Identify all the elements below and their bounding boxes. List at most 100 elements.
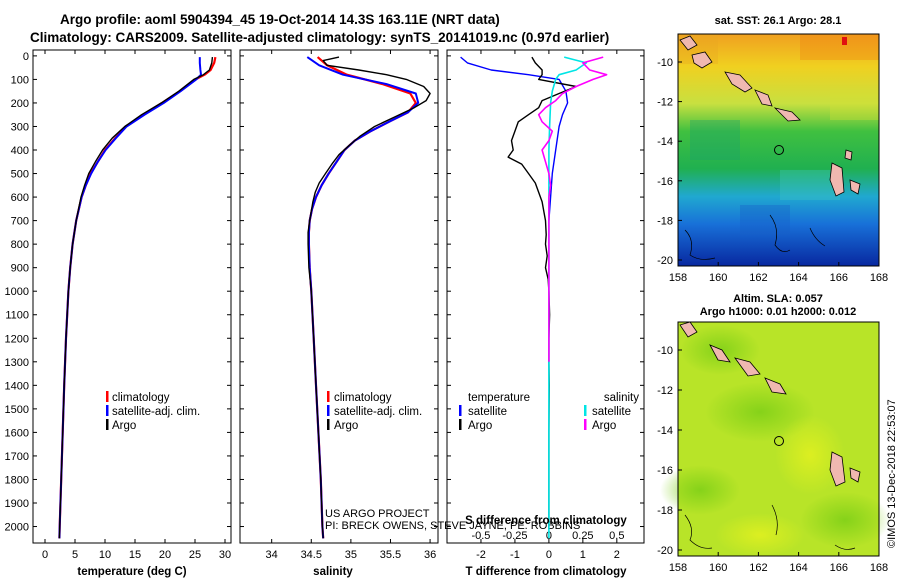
lon-tick-label: 166 [830, 562, 848, 574]
pressure-tick-label: 700 [11, 216, 29, 228]
sla-low [660, 465, 740, 515]
sla-map-title-2: Argo h1000: 0.01 h2000: 0.012 [700, 306, 857, 318]
sst-map: sat. SST: 26.1 Argo: 28.1 [657, 15, 888, 284]
pressure-axis: 0 100 200 300 400 500 600 700 800 900 1000 1100 1200… [5, 51, 231, 534]
salinity-axes-frame [239, 49, 439, 544]
x-tick-label: 10 [99, 549, 111, 561]
legend-argo: Argo [334, 420, 358, 432]
x-tick-label: 15 [129, 549, 141, 561]
pressure-tick-label: 600 [11, 192, 29, 204]
s-tick-label: -0.25 [502, 530, 527, 542]
lat-tick-label: -14 [657, 136, 673, 148]
pressure-tick-label: 1300 [5, 357, 29, 369]
legend-satellite: satellite-adj. clim. [112, 406, 200, 418]
salinity-y-ticks [240, 55, 438, 528]
argo-location-marker [774, 436, 784, 446]
contour [684, 514, 713, 549]
legend-satellite: satellite-adj. clim. [334, 406, 422, 418]
lon-tick-label: 158 [669, 272, 687, 284]
island [764, 377, 787, 395]
lat-tick-label: -16 [657, 465, 673, 477]
series-satellite-adj-clim- [306, 56, 420, 539]
s-tick-label: -0.5 [471, 530, 490, 542]
series-climatology [58, 56, 217, 539]
pressure-tick-label: 100 [11, 74, 29, 86]
lon-tick-label: 166 [830, 272, 848, 284]
pressure-tick-label: 1900 [5, 498, 29, 510]
pressure-tick-label: 1200 [5, 333, 29, 345]
lat-tick-label: -12 [657, 385, 673, 397]
legend-swatch-t-satellite [459, 405, 462, 416]
legend-swatch-argo [327, 419, 330, 430]
salinity-x-axis: 34 34.5 35 35.5 36 [266, 50, 436, 561]
island [829, 451, 846, 487]
difference-series [460, 56, 608, 539]
pressure-tick-label: 300 [11, 121, 29, 133]
legend-climatology: climatology [334, 392, 392, 404]
contour [684, 229, 716, 260]
lon-tick-label: 162 [749, 272, 767, 284]
sst-field [678, 34, 879, 266]
credit-line-2: PI: BRECK OWENS, STEVE JAYNE, PE. ROBBIN… [325, 520, 580, 532]
island [709, 344, 731, 363]
pressure-tick-label: 1800 [5, 474, 29, 486]
island [849, 467, 861, 483]
temperature-axes-frame [32, 49, 232, 544]
x-tick-label: 5 [72, 549, 78, 561]
pressure-tick-label: 0 [23, 51, 29, 63]
x-tick-label: -1 [510, 549, 520, 561]
x-tick-label: 34.5 [301, 549, 322, 561]
legend-t-satellite: satellite [468, 406, 507, 418]
temperature-xlabel: temperature (deg C) [77, 566, 186, 578]
lat-tick-label: -10 [657, 345, 673, 357]
sla-high [715, 513, 805, 557]
legend-s-argo: Argo [592, 420, 616, 432]
pressure-tick-label: 1500 [5, 404, 29, 416]
legend-salinity-title: salinity [604, 392, 639, 404]
difference-legend: temperature satellite Argo salinity sate… [459, 392, 639, 432]
sst-patch [690, 120, 740, 160]
sla-lon-axis: 158 160 162 164 166 168 [669, 552, 888, 574]
x-tick-label: 35 [345, 549, 357, 561]
contour [834, 544, 856, 550]
legend-swatch-t-argo [459, 419, 462, 430]
difference-axes-frame [446, 49, 645, 544]
island [829, 162, 845, 197]
series-t-satellite [460, 56, 569, 221]
pressure-tick-label: 800 [11, 239, 29, 251]
sst-hotspot [842, 37, 847, 45]
x-tick-label: 25 [189, 549, 201, 561]
sla-map-title-1: Altim. SLA: 0.057 [733, 293, 823, 305]
contour [769, 214, 791, 252]
sla-lat-axis: -10 -12 -14 -16 -18 -20 [657, 345, 682, 557]
salinity-xlabel: salinity [313, 566, 353, 578]
sst-map-frame [677, 33, 880, 267]
pressure-tick-label: 1600 [5, 427, 29, 439]
difference-x-axis: -2 -1 0 1 2-0.5 -0.25 0 0.25 0.5 [471, 50, 624, 561]
legend-s-satellite: satellite [592, 406, 631, 418]
sla-map-frame [677, 321, 880, 557]
contour [809, 227, 826, 247]
sst-map-title: sat. SST: 26.1 Argo: 28.1 [715, 15, 842, 27]
legend-swatch-satellite [106, 405, 109, 416]
x-tick-label: 0 [42, 549, 48, 561]
legend-swatch-s-argo [584, 419, 587, 430]
lat-tick-label: -16 [657, 176, 673, 188]
island [679, 321, 698, 338]
lon-tick-label: 164 [789, 272, 807, 284]
lat-tick-label: -20 [657, 545, 673, 557]
pressure-tick-label: 2000 [5, 522, 29, 534]
x-tick-label: 30 [219, 549, 231, 561]
sla-map: Altim. SLA: 0.057 Argo h1000: 0.01 h2000… [657, 293, 890, 574]
x-tick-label: 35.5 [380, 549, 401, 561]
salinity-series [306, 56, 431, 539]
x-tick-label: 0 [546, 549, 552, 561]
title-line-1: Argo profile: aoml 5904394_45 19-Oct-201… [60, 12, 500, 27]
lat-tick-label: -20 [657, 255, 673, 267]
sla-low [800, 492, 890, 548]
salinity-legend: climatology satellite-adj. clim. Argo [327, 391, 422, 432]
x-tick-label: 34 [266, 549, 278, 561]
series-argo [58, 57, 214, 539]
lat-tick-label: -14 [657, 425, 673, 437]
pressure-tick-label: 1400 [5, 380, 29, 392]
